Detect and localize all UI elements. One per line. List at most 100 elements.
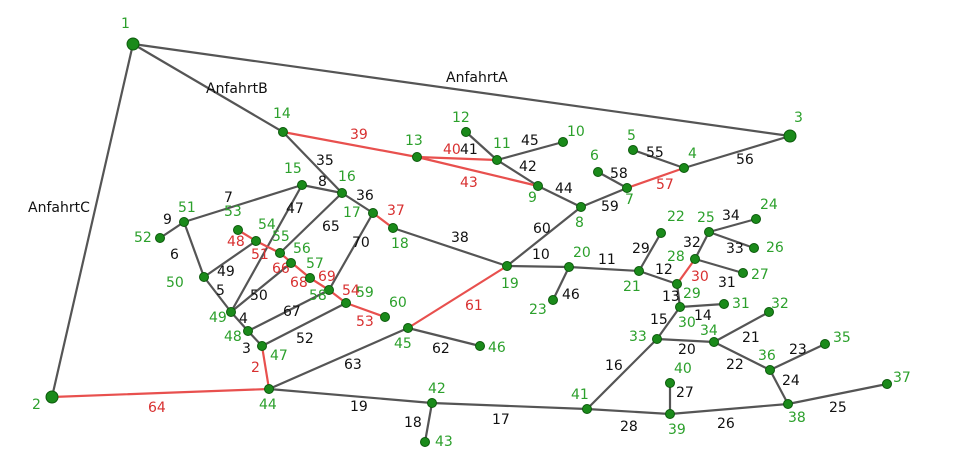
node-3: [783, 129, 797, 143]
node-53: [233, 225, 243, 235]
node-43: [420, 437, 430, 447]
node-14: [278, 127, 288, 137]
edge-64: [50, 387, 271, 399]
node-label-15: 15: [284, 161, 302, 177]
node-39: [665, 409, 675, 419]
node-label-45: 45: [394, 336, 412, 352]
edge-label-AnfahrtA: AnfahrtA: [446, 70, 508, 86]
node-4: [679, 163, 689, 173]
edge-label-22: 22: [726, 357, 744, 373]
edge-47: [229, 183, 304, 314]
edge-label-24: 24: [782, 373, 800, 389]
edge-label-45: 45: [521, 133, 539, 149]
edge-12: [637, 269, 679, 286]
node-47: [257, 341, 267, 351]
edge-label-17: 17: [492, 412, 510, 428]
edge-50: [229, 261, 293, 314]
node-37: [882, 379, 892, 389]
node-label-16: 16: [338, 169, 356, 185]
node-34: [709, 337, 719, 347]
edge-label-66: 66: [272, 261, 290, 277]
node-45: [403, 323, 413, 333]
node-label-22: 22: [667, 209, 685, 225]
edge-label-35: 35: [316, 153, 334, 169]
edge-label-37: 37: [387, 203, 405, 219]
edge-15: [655, 305, 682, 341]
node-55: [275, 248, 285, 258]
edge-46: [551, 265, 571, 302]
edge-label-4: 4: [239, 311, 248, 327]
edge-label-7: 7: [224, 190, 233, 206]
edge-59: [579, 186, 629, 209]
node-46: [475, 341, 485, 351]
edge-label-34: 34: [722, 208, 740, 224]
edge-53: [344, 301, 387, 319]
node-59: [341, 298, 351, 308]
node-54: [251, 236, 261, 246]
edge-label-39: 39: [350, 127, 368, 143]
edge-67: [246, 288, 331, 333]
edge-label-64: 64: [148, 400, 166, 416]
node-35: [820, 339, 830, 349]
node-label-57: 57: [306, 256, 324, 272]
node-label-9: 9: [528, 190, 537, 206]
node-label-56: 56: [293, 241, 311, 257]
node-label-17: 17: [343, 205, 361, 221]
edge-17: [430, 401, 589, 411]
edge-label-32: 32: [683, 235, 701, 251]
node-9: [533, 181, 543, 191]
edge-label-36: 36: [356, 188, 374, 204]
node-label-53: 53: [224, 204, 242, 220]
node-44: [264, 384, 274, 394]
edge-label-48: 48: [227, 234, 245, 250]
node-label-33: 33: [629, 329, 647, 345]
edge-label-55: 55: [646, 145, 664, 161]
node-label-24: 24: [760, 197, 778, 213]
edge-2: [260, 344, 271, 391]
edge-14: [678, 302, 726, 309]
node-label-23: 23: [529, 302, 547, 318]
edge-41: [464, 130, 499, 162]
node-23: [548, 295, 558, 305]
node-label-48: 48: [224, 329, 242, 345]
edge-label-15: 15: [650, 312, 668, 328]
edge-6: [182, 220, 206, 279]
node-label-1: 1: [121, 16, 130, 32]
edge-label-21: 21: [742, 330, 760, 346]
edge-30: [675, 257, 697, 286]
edge-label-67: 67: [283, 304, 301, 320]
graph-edges: [50, 42, 889, 444]
edge-label-33: 33: [726, 241, 744, 257]
edge-label-19: 19: [350, 399, 368, 415]
node-label-34: 34: [700, 323, 718, 339]
edge-55: [631, 148, 686, 170]
edge-label-25: 25: [829, 400, 847, 416]
edge-20: [655, 337, 716, 344]
node-label-2: 2: [32, 397, 41, 413]
edge-label-38: 38: [451, 230, 469, 246]
node-label-28: 28: [667, 249, 685, 265]
edge-60: [505, 205, 583, 268]
edge-26: [668, 402, 790, 416]
edge-label-65: 65: [322, 219, 340, 235]
node-30: [675, 302, 685, 312]
node-label-8: 8: [575, 215, 584, 231]
edge-10: [505, 264, 571, 269]
edge-label-50: 50: [250, 288, 268, 304]
edge-31: [693, 257, 745, 275]
node-label-32: 32: [771, 296, 789, 312]
edge-58: [596, 170, 629, 190]
edge-label-2: 2: [251, 360, 260, 376]
node-33: [652, 334, 662, 344]
edge-label-68: 68: [290, 275, 308, 291]
edge-25: [786, 382, 889, 406]
edge-label-10: 10: [532, 247, 550, 263]
node-13: [412, 152, 422, 162]
edge-label-60: 60: [533, 221, 551, 237]
node-label-60: 60: [389, 295, 407, 311]
graph-nodes: [45, 37, 892, 447]
node-label-47: 47: [270, 348, 288, 364]
node-label-7: 7: [625, 192, 634, 208]
edge-33: [707, 230, 756, 250]
edge-label-58: 58: [610, 166, 628, 182]
